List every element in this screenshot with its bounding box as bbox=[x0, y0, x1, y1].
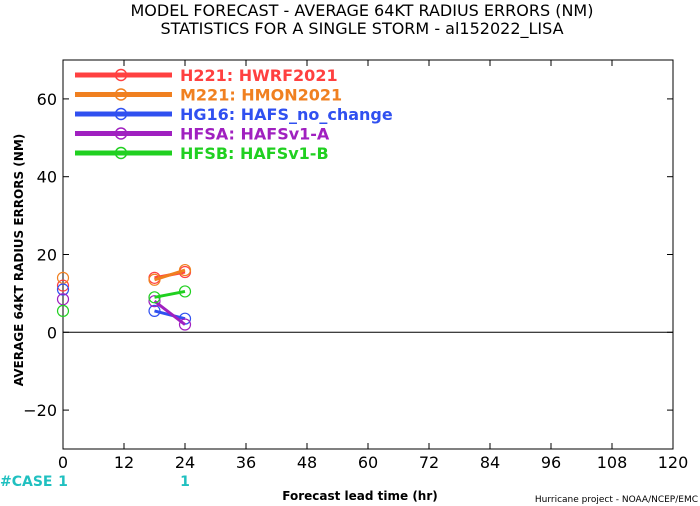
series-line bbox=[56, 263, 192, 286]
x-tick-label: 108 bbox=[597, 453, 628, 472]
data-point bbox=[148, 291, 161, 304]
y-axis-label: AVERAGE 64KT RADIUS ERRORS (NM) bbox=[12, 134, 26, 386]
legend-label: M221: HMON2021 bbox=[180, 86, 342, 105]
legend-label: HFSA: HAFSv1-A bbox=[180, 125, 330, 144]
chart-title: MODEL FORECAST - AVERAGE 64KT RADIUS ERR… bbox=[131, 1, 594, 20]
legend-marker bbox=[114, 88, 128, 101]
x-tick-label: 60 bbox=[358, 453, 378, 472]
series-line bbox=[56, 285, 192, 318]
data-point bbox=[148, 273, 161, 286]
data-point bbox=[148, 295, 161, 308]
series-lines bbox=[56, 263, 192, 331]
series-line bbox=[56, 283, 192, 325]
x-tick-label: 24 bbox=[175, 453, 195, 472]
data-point bbox=[56, 293, 70, 306]
x-tick-label: 12 bbox=[114, 453, 134, 472]
y-tick-label: 60 bbox=[37, 90, 57, 109]
series-line bbox=[56, 265, 192, 292]
y-tick-label: 0 bbox=[47, 323, 57, 342]
legend-item: HFSA: HAFSv1-A bbox=[75, 125, 330, 144]
x-tick-label: 72 bbox=[419, 453, 439, 472]
legend-marker bbox=[114, 146, 128, 160]
axes: −20 0 20 40 60 0 12 24 36 48 60 72 84 96 108 120 bbox=[23, 59, 689, 472]
legend-marker bbox=[114, 68, 128, 82]
legend-item: HFSB: HAFSv1-B bbox=[75, 144, 329, 163]
data-point bbox=[178, 263, 192, 277]
case-count: 1 bbox=[180, 474, 190, 490]
legend-label: H221: HWRF2021 bbox=[180, 66, 338, 85]
case-count: 1 bbox=[58, 474, 68, 490]
x-axis-label: Forecast lead time (hr) bbox=[282, 489, 438, 503]
chart-subtitle: STATISTICS FOR A SINGLE STORM - al152022… bbox=[160, 19, 563, 39]
legend-marker bbox=[114, 127, 128, 140]
case-counts: #CASE 1 1 bbox=[0, 474, 190, 490]
data-point bbox=[148, 304, 161, 318]
x-tick-label: 0 bbox=[58, 453, 68, 472]
credit-text: Hurricane project - NOAA/NCEP/EMC bbox=[535, 495, 698, 505]
y-tick-label: 20 bbox=[37, 246, 57, 265]
legend-item: H221: HWRF2021 bbox=[75, 66, 338, 85]
x-tick-label: 84 bbox=[480, 453, 500, 472]
data-point bbox=[56, 304, 70, 318]
data-point bbox=[56, 271, 70, 284]
data-point bbox=[56, 283, 70, 296]
data-point bbox=[56, 279, 70, 292]
data-point bbox=[178, 318, 192, 331]
case-label: #CASE bbox=[0, 474, 53, 490]
x-tick-label: 120 bbox=[658, 453, 689, 472]
legend-item: M221: HMON2021 bbox=[75, 86, 342, 105]
data-point bbox=[178, 285, 192, 298]
legend-label: HFSB: HAFSv1-B bbox=[180, 144, 329, 163]
legend-marker bbox=[114, 107, 128, 121]
x-tick-label: 36 bbox=[236, 453, 256, 472]
legend-label: HG16: HAFS_no_change bbox=[180, 105, 393, 124]
y-tick-label: −20 bbox=[23, 401, 57, 420]
legend-item: HG16: HAFS_no_change bbox=[75, 105, 393, 124]
x-tick-label: 96 bbox=[541, 453, 561, 472]
x-tick-label: 48 bbox=[297, 453, 317, 472]
y-tick-label: 40 bbox=[37, 168, 57, 187]
series-segment bbox=[153, 299, 186, 326]
series-line bbox=[56, 293, 192, 331]
